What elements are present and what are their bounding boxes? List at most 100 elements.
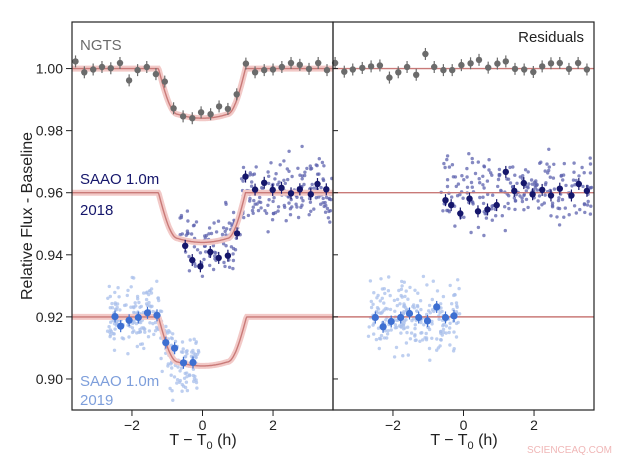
raw-data-point bbox=[430, 336, 434, 340]
raw-data-point bbox=[489, 171, 493, 175]
raw-data-point bbox=[451, 349, 456, 353]
raw-data-point bbox=[438, 344, 442, 348]
raw-data-point bbox=[286, 177, 290, 182]
raw-data-point bbox=[178, 369, 182, 373]
raw-data-point bbox=[112, 348, 117, 352]
raw-data-point bbox=[188, 338, 192, 342]
binned-data-point bbox=[182, 242, 189, 249]
raw-data-point bbox=[250, 208, 255, 213]
raw-data-point bbox=[263, 209, 267, 213]
raw-data-point bbox=[140, 342, 145, 346]
raw-data-point bbox=[185, 388, 190, 393]
raw-data-point bbox=[444, 324, 448, 328]
raw-data-point bbox=[431, 279, 435, 283]
binned-data-point bbox=[179, 113, 187, 120]
x-title-sub: 0 bbox=[207, 440, 213, 452]
raw-data-point bbox=[465, 185, 470, 189]
raw-scatter-2018-res bbox=[439, 147, 594, 238]
raw-data-point bbox=[251, 173, 255, 177]
raw-data-point bbox=[112, 337, 116, 341]
raw-data-point bbox=[548, 175, 552, 179]
binned-data-point bbox=[341, 68, 348, 75]
raw-data-point bbox=[319, 185, 323, 190]
raw-data-point bbox=[428, 311, 432, 315]
raw-data-point bbox=[512, 196, 517, 200]
raw-data-point bbox=[552, 187, 557, 191]
raw-data-point bbox=[543, 193, 547, 197]
raw-data-point bbox=[129, 305, 133, 309]
raw-data-point bbox=[392, 298, 397, 303]
raw-data-point bbox=[415, 309, 419, 314]
binned-data-point bbox=[448, 201, 455, 209]
raw-data-point bbox=[401, 327, 406, 331]
binned-data-point bbox=[323, 186, 330, 193]
raw-data-point bbox=[185, 229, 190, 233]
raw-data-point bbox=[405, 330, 409, 335]
label-saao-2019: SAAO 1.0m bbox=[80, 373, 159, 390]
raw-data-point bbox=[572, 204, 577, 208]
raw-data-point bbox=[285, 167, 289, 171]
raw-data-point bbox=[155, 279, 159, 283]
raw-data-point bbox=[562, 215, 566, 219]
raw-data-point bbox=[113, 301, 118, 305]
raw-data-point bbox=[547, 147, 551, 151]
raw-data-point bbox=[367, 325, 371, 329]
raw-data-point bbox=[408, 337, 413, 341]
binned-data-point bbox=[449, 66, 456, 74]
x-tick-label: −2 bbox=[385, 417, 401, 433]
raw-data-point bbox=[179, 215, 184, 220]
raw-data-point bbox=[142, 346, 146, 351]
raw-data-point bbox=[545, 162, 549, 166]
raw-data-point bbox=[451, 175, 456, 179]
raw-data-point bbox=[110, 301, 114, 306]
raw-data-point bbox=[557, 196, 561, 200]
raw-data-point bbox=[185, 371, 189, 375]
raw-data-point bbox=[406, 325, 410, 329]
raw-data-point bbox=[369, 305, 374, 310]
raw-data-point bbox=[530, 182, 535, 186]
binned-data-point bbox=[224, 252, 232, 259]
raw-data-point bbox=[379, 277, 383, 281]
binned-data-point bbox=[575, 180, 582, 188]
raw-data-point bbox=[482, 165, 487, 169]
raw-data-point bbox=[487, 158, 491, 162]
binned-data-point bbox=[442, 197, 449, 204]
raw-data-point bbox=[196, 348, 201, 353]
raw-data-point bbox=[259, 206, 263, 210]
binned-data-point bbox=[307, 191, 314, 198]
binned-data-point bbox=[305, 65, 313, 73]
binned-data-point bbox=[189, 256, 196, 264]
raw-data-point bbox=[267, 198, 271, 202]
raw-data-point bbox=[476, 160, 480, 164]
raw-data-point bbox=[312, 207, 316, 211]
raw-data-point bbox=[503, 205, 507, 209]
binned-data-point bbox=[153, 311, 161, 319]
raw-data-point bbox=[300, 177, 304, 181]
raw-data-point bbox=[250, 180, 254, 184]
raw-data-point bbox=[254, 165, 258, 169]
raw-data-point bbox=[368, 279, 373, 283]
raw-data-point bbox=[290, 174, 294, 179]
raw-data-point bbox=[303, 173, 307, 178]
y-tick-label: 1.00 bbox=[36, 61, 63, 77]
raw-data-point bbox=[193, 374, 197, 379]
raw-data-point bbox=[581, 184, 585, 189]
raw-data-point bbox=[221, 242, 226, 246]
raw-data-point bbox=[520, 196, 524, 200]
binned-data-point bbox=[415, 313, 423, 322]
raw-data-point bbox=[150, 304, 154, 308]
raw-data-point bbox=[169, 362, 173, 366]
binned-data-point bbox=[242, 60, 250, 67]
raw-data-point bbox=[471, 202, 475, 206]
binned-data-point bbox=[379, 323, 387, 331]
raw-data-point bbox=[376, 326, 381, 330]
binned-data-point bbox=[371, 313, 379, 322]
raw-data-point bbox=[462, 178, 466, 182]
residuals-title: Residuals bbox=[518, 29, 584, 46]
binned-data-point bbox=[189, 358, 197, 367]
raw-data-point bbox=[126, 352, 130, 356]
raw-data-point bbox=[267, 181, 271, 186]
raw-data-point bbox=[393, 326, 397, 330]
raw-data-point bbox=[214, 251, 218, 255]
binned-data-point bbox=[134, 66, 141, 74]
